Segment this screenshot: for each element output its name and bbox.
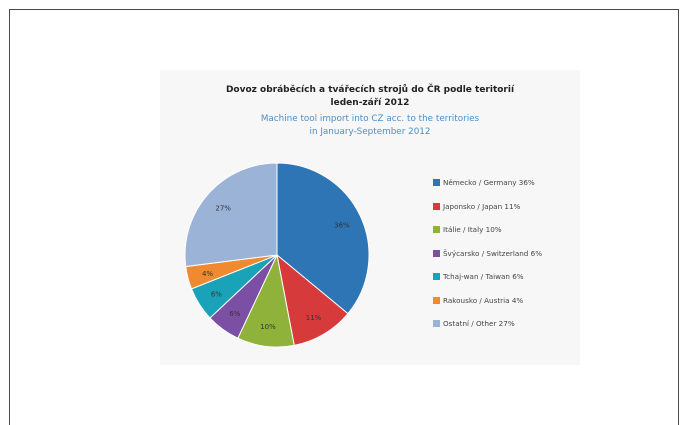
legend-label-1: Japonsko / Japan 11% [443, 201, 521, 211]
pie-slice-label-1: 11% [306, 314, 322, 322]
legend-swatch-1 [433, 202, 440, 210]
chart-title-line-2: leden-září 2012 [330, 98, 410, 108]
chart-subtitle-line-1: Machine tool import into CZ acc. to the … [260, 114, 480, 124]
legend-swatch-4 [433, 273, 440, 280]
pie-chart: 36% 11% 10% 6% 6% 4% 27% [184, 162, 370, 348]
legend-label-4: Tchaj-wan / Taiwan 6% [443, 272, 524, 281]
pie-slice-6 [184, 162, 278, 268]
chart-title: Dovoz obráběcích a tvářecích strojů do Č… [160, 84, 580, 110]
legend-label-5: Rakousko / Austria 4% [443, 295, 524, 305]
legend-swatch-5 [433, 296, 440, 304]
pie-slice-label-6: 27% [215, 205, 231, 213]
legend-item-2: Itálie / Italy 10% [433, 225, 542, 249]
pie-slice-0 [276, 162, 370, 315]
legend-swatch-6 [433, 320, 440, 327]
legend-swatch-2 [433, 226, 440, 233]
legend-item-4: Tchaj-wan / Taiwan 6% [433, 272, 542, 296]
legend-label-3: Švýcarsko / Switzerland 6% [443, 248, 543, 258]
legend-label-6: Ostatní / Other 27% [443, 319, 515, 328]
chart-subtitle: Machine tool import into CZ acc. to the … [160, 113, 580, 139]
legend-label-2: Itálie / Italy 10% [443, 225, 502, 234]
chart-legend: Německo / Germany 36% Japonsko / Japan 11… [433, 178, 542, 343]
chart-title-line-1: Dovoz obráběcích a tvářecích strojů do Č… [225, 85, 515, 95]
legend-item-1: Japonsko / Japan 11% [433, 202, 542, 226]
chart-subtitle-line-2: in January-September 2012 [309, 127, 431, 137]
legend-item-0: Německo / Germany 36% [433, 178, 542, 202]
legend-item-3: Švýcarsko / Switzerland 6% [433, 249, 542, 273]
pie-slice-label-0: 36% [334, 221, 350, 229]
pie-slice-label-3: 6% [229, 310, 240, 318]
pie-slice-label-5: 4% [202, 270, 213, 278]
legend-label-0: Německo / Germany 36% [443, 178, 535, 187]
pie-slice-label-4: 6% [211, 290, 222, 298]
legend-item-5: Rakousko / Austria 4% [433, 296, 542, 320]
pie-slice-label-2: 10% [260, 323, 276, 331]
legend-item-6: Ostatní / Other 27% [433, 319, 542, 343]
legend-swatch-3 [433, 249, 440, 257]
legend-swatch-0 [433, 179, 440, 186]
